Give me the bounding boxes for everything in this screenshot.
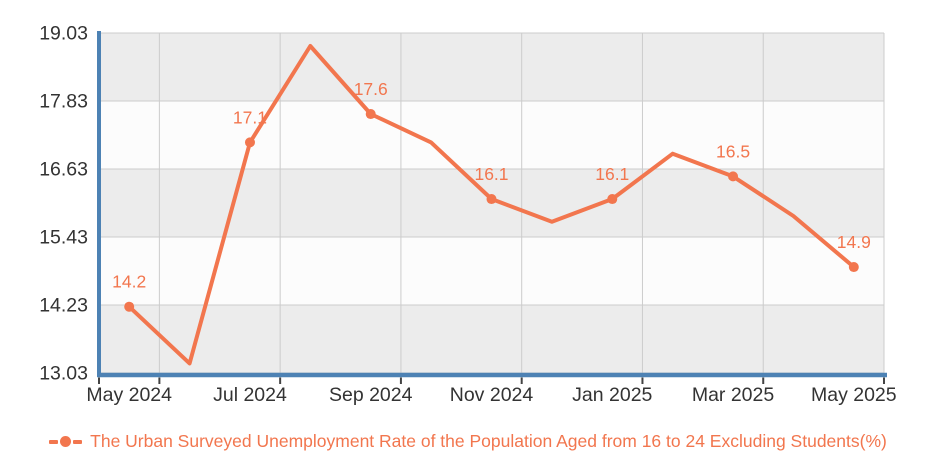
y-tick-label: 19.03 bbox=[39, 23, 88, 45]
legend-dot-icon bbox=[60, 436, 72, 447]
x-tick-label: May 2025 bbox=[811, 384, 897, 406]
axes bbox=[97, 31, 887, 378]
x-tick-label: Sep 2024 bbox=[329, 384, 413, 406]
data-point-labels: 14.2 17.1 17.6 16.1 16.1 16.5 14.9 bbox=[112, 79, 871, 292]
data-point-marker[interactable] bbox=[486, 194, 497, 205]
x-tick-label: Jul 2024 bbox=[213, 384, 287, 406]
legend-line-marker-icon bbox=[49, 436, 83, 447]
y-tick-label: 17.83 bbox=[39, 91, 88, 113]
data-point-marker[interactable] bbox=[124, 301, 135, 312]
data-point-markers bbox=[124, 109, 859, 312]
legend-label: The Urban Surveyed Unemployment Rate of … bbox=[90, 431, 887, 451]
plot-band bbox=[99, 33, 884, 101]
data-point-marker[interactable] bbox=[607, 194, 618, 205]
unemployment-line-chart: May 2024 Jul 2024 Sep 2024 Nov 2024 Jan 2025… bbox=[39, 23, 897, 407]
data-point-marker[interactable] bbox=[728, 171, 739, 182]
data-point-label: 16.1 bbox=[474, 164, 508, 184]
plot-band bbox=[99, 305, 884, 373]
data-point-marker[interactable] bbox=[244, 137, 255, 148]
y-tick-label: 13.03 bbox=[39, 363, 88, 385]
y-tick-label: 16.63 bbox=[39, 159, 88, 181]
y-tick-label: 14.23 bbox=[39, 295, 88, 317]
x-tick-labels: May 2024 Jul 2024 Sep 2024 Nov 2024 Jan 2025… bbox=[86, 384, 896, 406]
plot-band bbox=[99, 101, 884, 169]
x-tick-label: Jan 2025 bbox=[572, 384, 652, 406]
data-point-label: 16.5 bbox=[716, 141, 750, 161]
x-tick-label: Mar 2025 bbox=[692, 384, 775, 406]
x-tick-label: May 2024 bbox=[86, 384, 172, 406]
data-point-label: 16.1 bbox=[595, 164, 629, 184]
plot-bands bbox=[99, 33, 884, 373]
legend-dash-icon bbox=[49, 439, 59, 444]
y-tick-labels: 19.03 17.83 16.63 15.43 14.23 13.03 bbox=[39, 23, 88, 385]
data-point-label: 17.1 bbox=[233, 107, 267, 127]
data-point-label: 14.9 bbox=[837, 232, 871, 252]
x-axis-ticks bbox=[98, 377, 885, 384]
x-tick-label: Nov 2024 bbox=[450, 384, 534, 406]
data-point-label: 14.2 bbox=[112, 272, 146, 292]
data-point-marker[interactable] bbox=[365, 109, 376, 120]
y-tick-label: 15.43 bbox=[39, 227, 88, 249]
data-point-label: 17.6 bbox=[354, 79, 388, 99]
legend-dash-icon bbox=[73, 439, 83, 444]
data-point-marker[interactable] bbox=[848, 262, 859, 273]
legend-item[interactable]: The Urban Surveyed Unemployment Rate of … bbox=[0, 431, 936, 452]
plot-band bbox=[99, 237, 884, 305]
